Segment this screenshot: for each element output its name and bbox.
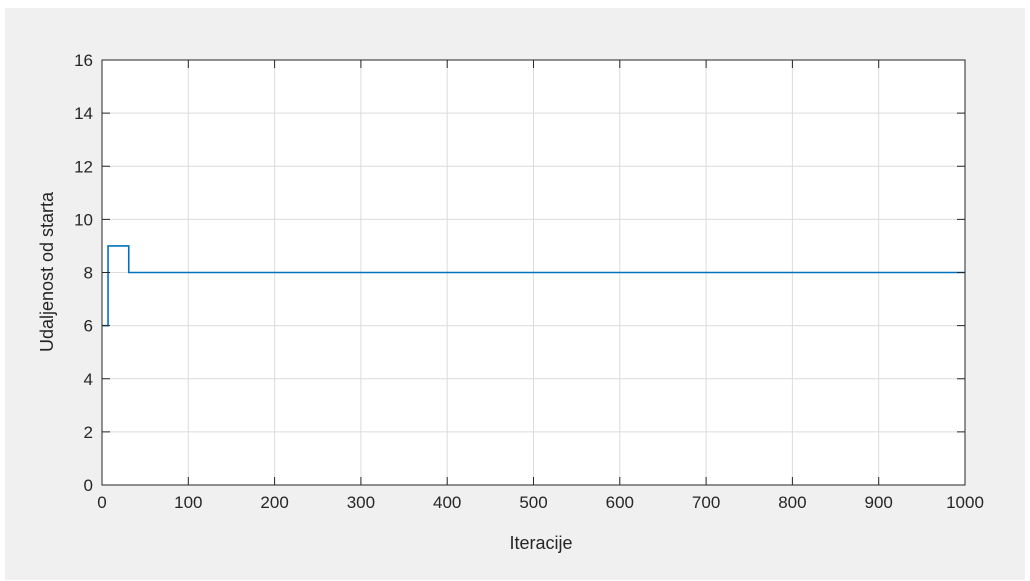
- x-axis-ticks: 0 100 200 300 400 500 600 700 800 900 1000: [97, 60, 984, 512]
- x-tick-label: 900: [865, 493, 893, 512]
- y-tick-label: 10: [74, 210, 93, 229]
- y-tick-label: 0: [84, 476, 93, 495]
- x-axis-label: Iteracije: [509, 533, 572, 553]
- x-tick-label: 200: [260, 493, 288, 512]
- y-axis-ticks: 0 2 4 6 8 10 12 14 16: [74, 51, 965, 495]
- x-tick-label: 500: [519, 493, 547, 512]
- x-tick-label: 700: [692, 493, 720, 512]
- x-tick-label: 300: [347, 493, 375, 512]
- y-tick-label: 6: [84, 317, 93, 336]
- x-tick-label: 800: [778, 493, 806, 512]
- x-tick-label: 100: [174, 493, 202, 512]
- x-tick-label: 1000: [946, 493, 984, 512]
- y-tick-label: 2: [84, 423, 93, 442]
- y-tick-label: 16: [74, 51, 93, 70]
- y-tick-label: 12: [74, 157, 93, 176]
- y-axis-label: Udaljenost od starta: [37, 191, 57, 352]
- x-tick-label: 0: [97, 493, 106, 512]
- x-tick-label: 400: [433, 493, 461, 512]
- y-tick-label: 14: [74, 104, 93, 123]
- y-tick-label: 8: [84, 264, 93, 283]
- x-tick-label: 600: [606, 493, 634, 512]
- y-tick-label: 4: [84, 370, 93, 389]
